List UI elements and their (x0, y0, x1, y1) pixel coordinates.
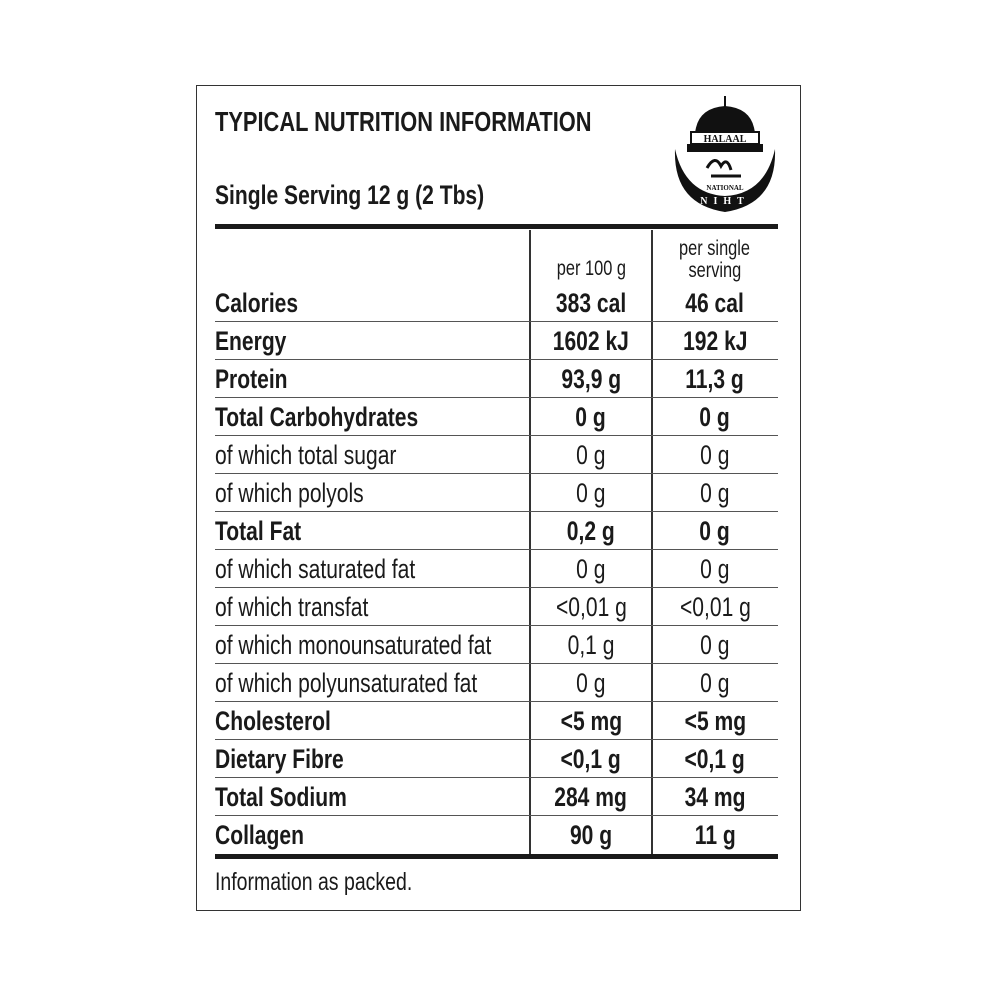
nutrient-row: of which transfat <0,01 g <0,01 g (215, 588, 778, 626)
value-per-serving: <0,1 g (684, 744, 746, 774)
nutrient-label: of which polyunsaturated fat (215, 668, 478, 698)
panel-title: TYPICAL NUTRITION INFORMATION (215, 106, 592, 137)
value-per-100g: 284 mg (554, 782, 628, 812)
nutrient-row: Total Sodium 284 mg 34 mg (215, 778, 778, 816)
nutrient-label: of which saturated fat (215, 554, 416, 584)
nutrient-row: of which total sugar 0 g 0 g (215, 436, 778, 474)
value-per-serving: 0 g (700, 440, 730, 470)
nutrient-row: of which polyunsaturated fat 0 g 0 g (215, 664, 778, 702)
value-per-serving: 0 g (700, 478, 730, 508)
nutrient-row: Total Fat 0,2 g 0 g (215, 512, 778, 550)
value-per-serving: 0 g (700, 668, 730, 698)
value-per-serving: 11 g (694, 820, 736, 850)
nutrient-label: of which polyols (215, 478, 364, 508)
value-per-100g: 0 g (576, 554, 606, 584)
column-divider (529, 230, 531, 855)
nutrient-row: of which saturated fat 0 g 0 g (215, 550, 778, 588)
value-per-100g: 0 g (576, 478, 606, 508)
nutrient-label: Energy (215, 326, 287, 356)
nutrition-panel (196, 85, 801, 911)
value-per-100g: 0 g (575, 402, 607, 432)
nutrient-label: Protein (215, 364, 288, 394)
value-per-100g: 0,2 g (567, 516, 615, 546)
value-per-serving: 0 g (700, 554, 730, 584)
nutrient-label: of which transfat (215, 592, 369, 622)
value-per-100g: 0,1 g (567, 630, 615, 660)
value-per-100g: 93,9 g (561, 364, 621, 394)
value-per-serving: 0 g (700, 630, 730, 660)
column-divider (651, 230, 653, 855)
value-per-100g: 0 g (576, 440, 606, 470)
value-per-serving: 34 mg (684, 782, 746, 812)
value-per-serving: 192 kJ (682, 326, 748, 356)
nutrient-label: Total Sodium (215, 782, 347, 812)
value-per-100g: <0,1 g (560, 744, 622, 774)
nutrient-label: of which total sugar (215, 440, 397, 470)
bottom-rule (215, 854, 778, 859)
nutrient-row: Cholesterol <5 mg <5 mg (215, 702, 778, 740)
serving-size: Single Serving 12 g (2 Tbs) (215, 180, 485, 210)
nutrient-row: Total Carbohydrates 0 g 0 g (215, 398, 778, 436)
nutrient-label: Cholesterol (215, 706, 331, 736)
value-per-100g: <5 mg (560, 706, 622, 736)
nutrient-row: Protein 93,9 g 11,3 g (215, 360, 778, 398)
nutrient-row: of which monounsaturated fat 0,1 g 0 g (215, 626, 778, 664)
value-per-100g: 1602 kJ (552, 326, 630, 356)
value-per-100g: 0 g (576, 668, 606, 698)
nutrient-row: Calories 383 cal 46 cal (215, 284, 778, 322)
svg-text:NATIONAL: NATIONAL (706, 184, 744, 192)
value-per-serving: 46 cal (685, 288, 745, 318)
nutrient-row: Collagen 90 g 11 g (215, 816, 778, 854)
value-per-100g: 90 g (569, 820, 613, 850)
column-header-per-100g: per 100 g (556, 257, 626, 280)
nutrient-label: Total Carbohydrates (215, 402, 419, 432)
nutrient-label: Dietary Fibre (215, 744, 344, 774)
nutrient-label: Total Fat (215, 516, 302, 546)
value-per-100g: 383 cal (555, 288, 627, 318)
top-rule (215, 224, 778, 229)
value-per-100g: <0,01 g (555, 592, 627, 622)
value-per-serving: 0 g (699, 402, 731, 432)
value-per-serving: <0,01 g (679, 592, 751, 622)
nutrient-row: Dietary Fibre <0,1 g <0,1 g (215, 740, 778, 778)
column-header-per-serving: per single serving (679, 237, 751, 282)
nutrient-label: of which monounsaturated fat (215, 630, 492, 660)
value-per-serving: <5 mg (684, 706, 746, 736)
halaal-seal-logo: HALAAL NATIONAL NIHT (674, 96, 776, 212)
nutrient-label: Calories (215, 288, 299, 318)
svg-text:NIHT: NIHT (700, 196, 750, 207)
footer-note: Information as packed. (215, 868, 413, 896)
value-per-serving: 0 g (699, 516, 731, 546)
nutrient-row: Energy 1602 kJ 192 kJ (215, 322, 778, 360)
value-per-serving: 11,3 g (685, 364, 745, 394)
nutrient-row: of which polyols 0 g 0 g (215, 474, 778, 512)
nutrient-label: Collagen (215, 820, 304, 850)
svg-text:HALAAL: HALAAL (704, 134, 747, 145)
